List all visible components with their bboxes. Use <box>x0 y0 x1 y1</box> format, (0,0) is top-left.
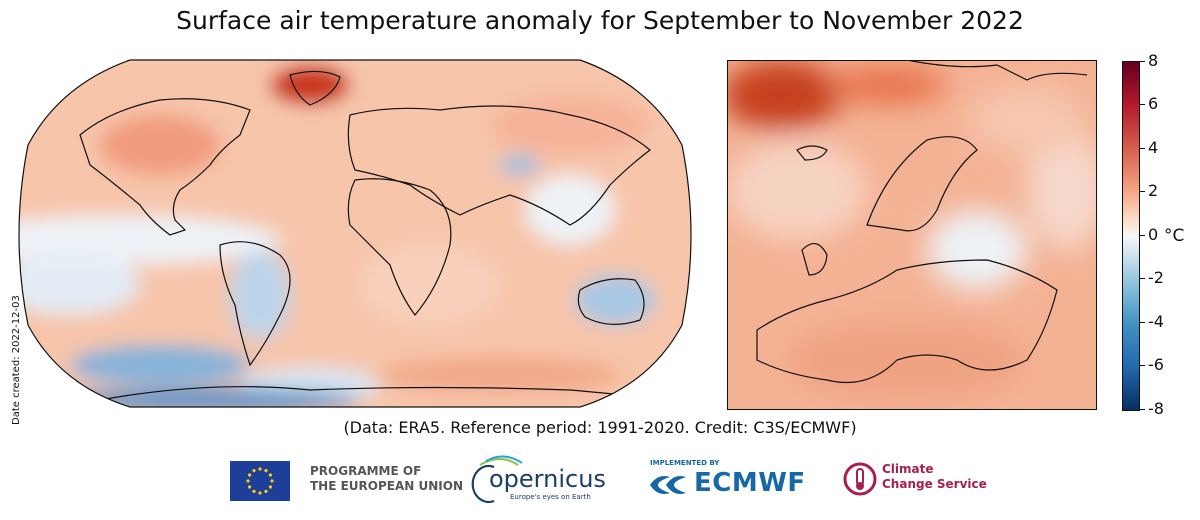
coast-scandinavia <box>866 136 978 232</box>
colorbar-unit: °C <box>1164 226 1185 246</box>
coast-continental-europe <box>756 259 1058 384</box>
coast-south-america <box>219 241 291 367</box>
data-credit: (Data: ERA5. Reference period: 1991-2020… <box>343 418 857 437</box>
colorbar-tick: -6 <box>1140 357 1164 373</box>
coast-greenland <box>289 70 341 106</box>
colorbar-tick: 2 <box>1140 183 1158 199</box>
logo-bar: PROGRAMME OF THE EUROPEAN UNION opernicu… <box>0 455 1200 510</box>
eu-line-2: THE EUROPEAN UNION <box>310 479 463 493</box>
coast-antarctica <box>99 386 661 401</box>
colorbar <box>1122 61 1140 411</box>
copernicus-wordmark: opernicus <box>489 465 606 493</box>
page-title: Surface air temperature anomaly for Sept… <box>176 6 1024 35</box>
colorbar-tick: -4 <box>1140 314 1164 330</box>
colorbar-tick: 6 <box>1140 96 1158 112</box>
ecmwf-mark-icon <box>650 476 686 494</box>
colorbar-tick: -2 <box>1140 270 1164 286</box>
copernicus-logo-icon <box>471 455 523 504</box>
c3s-line-2: Change Service <box>882 477 987 491</box>
coast-british-isles <box>801 243 828 276</box>
coast-north-america <box>79 98 251 236</box>
eu-line-1: PROGRAMME OF <box>310 464 422 478</box>
coast-europe-asia <box>347 105 651 226</box>
coast-north-russia <box>906 60 1088 81</box>
ecmwf-implemented-by: IMPLEMENTED BY <box>650 459 720 467</box>
c3s-line-1: Climate <box>882 462 934 476</box>
coast-australia <box>577 278 645 325</box>
eu-programme-label: PROGRAMME OF THE EUROPEAN UNION <box>310 464 463 494</box>
world-anomaly-map <box>18 59 692 408</box>
colorbar-tick: 8 <box>1140 53 1158 69</box>
eu-flag-icon <box>230 461 290 501</box>
ecmwf-wordmark: ECMWF <box>694 468 806 498</box>
europe-anomaly-map <box>727 60 1097 410</box>
climate-change-service-icon <box>843 462 877 496</box>
climate-change-service-label: Climate Change Service <box>882 462 987 492</box>
copernicus-tagline: Europe's eyes on Earth <box>510 493 591 501</box>
coast-iceland <box>796 145 828 161</box>
europe-map-frame <box>727 60 1097 410</box>
coast-africa <box>347 178 452 316</box>
colorbar-tick: 0 <box>1140 227 1158 243</box>
colorbar-tick: -8 <box>1140 401 1164 417</box>
colorbar-tick: 4 <box>1140 140 1158 156</box>
